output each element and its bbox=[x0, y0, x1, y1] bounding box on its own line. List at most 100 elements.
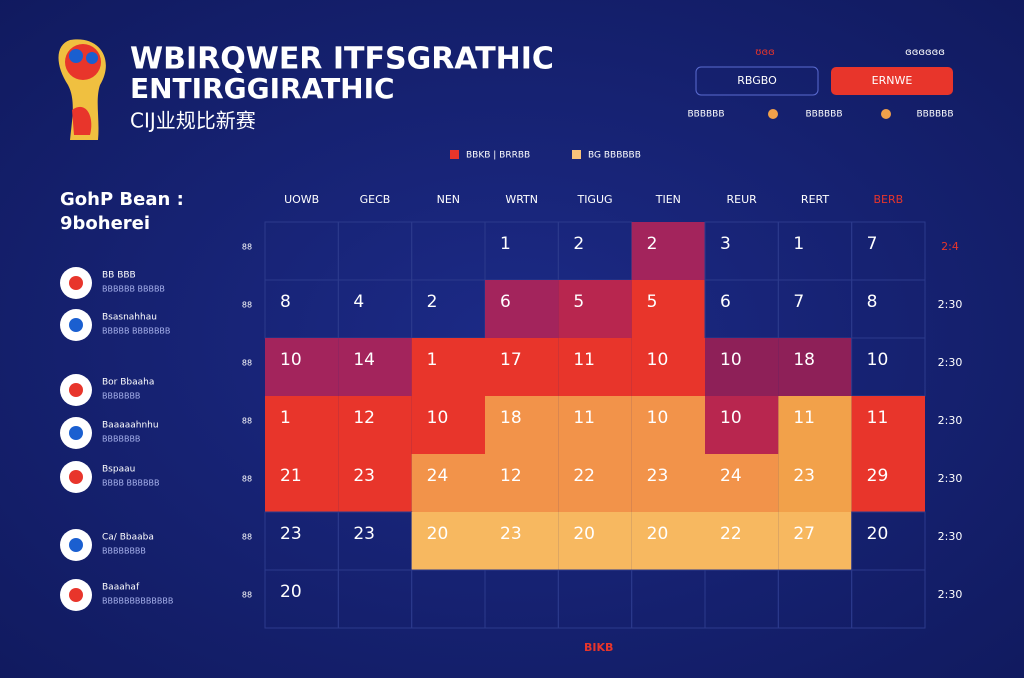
team-sub: BBBB BBBBBB bbox=[102, 479, 159, 488]
top-label: ʊɞɞ bbox=[755, 47, 774, 58]
top-label: ɞɞɞɞɞɞ bbox=[905, 47, 945, 58]
cell-value: 1 bbox=[500, 234, 511, 254]
team-icon-mark bbox=[69, 426, 83, 440]
cell bbox=[705, 512, 779, 570]
cell-value: 24 bbox=[720, 466, 742, 486]
team-name: Bsasnahhau bbox=[102, 313, 157, 323]
cell bbox=[265, 396, 339, 454]
sidebar-title: GohP Bean : bbox=[60, 189, 184, 210]
icon bbox=[768, 109, 778, 119]
column-header: NEN bbox=[437, 193, 460, 206]
cell-value: 18 bbox=[500, 408, 522, 428]
button-label[interactable]: ERNWE bbox=[872, 74, 913, 87]
row-label: 88 bbox=[242, 301, 252, 310]
team-name: Ca/ Bbaaba bbox=[102, 533, 154, 543]
cell-value: 12 bbox=[353, 408, 375, 428]
cell-value: 23 bbox=[353, 524, 375, 544]
cell-value: 1 bbox=[793, 234, 804, 254]
cell-value: 14 bbox=[353, 350, 375, 370]
cell-value: 2 bbox=[427, 292, 438, 312]
cell-value: 10 bbox=[867, 350, 889, 370]
row-label: 88 bbox=[242, 359, 252, 368]
team-sub: BBBBBBBBBBBBB bbox=[102, 597, 173, 606]
time-label: 2:30 bbox=[938, 298, 963, 311]
cell-value: 24 bbox=[427, 466, 449, 486]
cell-value: 10 bbox=[427, 408, 449, 428]
team-sub: BBBBB BBBBBBB bbox=[102, 327, 170, 336]
cell bbox=[338, 396, 412, 454]
stat: BBBBBB bbox=[916, 110, 953, 120]
time-label: 2:4 bbox=[941, 240, 959, 253]
cell-value: 29 bbox=[867, 466, 889, 486]
team-name: BB BBB bbox=[102, 271, 136, 281]
column-header: UOWB bbox=[284, 193, 319, 206]
column-header: WRTN bbox=[505, 193, 538, 206]
cell bbox=[778, 338, 852, 396]
cell bbox=[485, 454, 559, 512]
cell bbox=[631, 280, 705, 338]
time-label: 2:30 bbox=[938, 588, 963, 601]
team-sub: BBBBBBB bbox=[102, 392, 140, 401]
button[interactable] bbox=[695, 66, 819, 96]
cell bbox=[705, 338, 779, 396]
cell-value: 2 bbox=[647, 234, 658, 254]
cell bbox=[558, 338, 632, 396]
team-icon-mark bbox=[69, 588, 83, 602]
team-name: Bspaau bbox=[102, 465, 135, 475]
column-header: TIEN bbox=[655, 193, 681, 206]
footer: BIKB bbox=[584, 641, 613, 654]
cell bbox=[485, 396, 559, 454]
cell-value: 6 bbox=[500, 292, 511, 312]
cell bbox=[485, 512, 559, 570]
team-icon-mark bbox=[69, 318, 83, 332]
cell bbox=[558, 396, 632, 454]
cell-value: 23 bbox=[500, 524, 522, 544]
cell bbox=[631, 222, 705, 280]
cell bbox=[411, 338, 485, 396]
cell-value: 7 bbox=[867, 234, 878, 254]
cell bbox=[485, 338, 559, 396]
legend-swatch bbox=[450, 150, 459, 159]
column-header: TIGUG bbox=[576, 193, 612, 206]
cell-value: 11 bbox=[793, 408, 815, 428]
team-icon-mark bbox=[69, 538, 83, 552]
title: WBIRQWER ITFSGRATHIC bbox=[130, 42, 554, 77]
cell bbox=[778, 454, 852, 512]
cell-value: 21 bbox=[280, 466, 302, 486]
time-label: 2:30 bbox=[938, 414, 963, 427]
time-label: 2:30 bbox=[938, 530, 963, 543]
row-label: 88 bbox=[242, 417, 252, 426]
cell bbox=[338, 454, 412, 512]
cell-value: 10 bbox=[280, 350, 302, 370]
cell bbox=[631, 338, 705, 396]
cell-value: 6 bbox=[720, 292, 731, 312]
cell bbox=[705, 396, 779, 454]
cell bbox=[631, 512, 705, 570]
cell-value: 11 bbox=[867, 408, 889, 428]
cell bbox=[558, 454, 632, 512]
cell bbox=[851, 396, 925, 454]
cell-value: 22 bbox=[573, 466, 595, 486]
cell-value: 4 bbox=[353, 292, 364, 312]
cell-value: 18 bbox=[793, 350, 815, 370]
cell-value: 23 bbox=[280, 524, 302, 544]
cell bbox=[631, 396, 705, 454]
button-label[interactable]: RBGBO bbox=[737, 74, 777, 87]
cell-value: 20 bbox=[427, 524, 449, 544]
team-sub: BBBBBBBB bbox=[102, 547, 146, 556]
cell bbox=[705, 454, 779, 512]
button[interactable] bbox=[831, 67, 953, 95]
cell bbox=[411, 396, 485, 454]
cell-value: 20 bbox=[647, 524, 669, 544]
cell bbox=[411, 512, 485, 570]
cell-value: 8 bbox=[280, 292, 291, 312]
team-name: Bor Bbaaha bbox=[102, 378, 154, 388]
title: ENTIRGGIRATHIC bbox=[130, 72, 395, 105]
cell-value: 2 bbox=[573, 234, 584, 254]
cell-value: 22 bbox=[720, 524, 742, 544]
subtitle: CIJ业规比新赛 bbox=[130, 109, 256, 133]
stat: BBBBBB bbox=[687, 110, 724, 120]
cell-value: 7 bbox=[793, 292, 804, 312]
